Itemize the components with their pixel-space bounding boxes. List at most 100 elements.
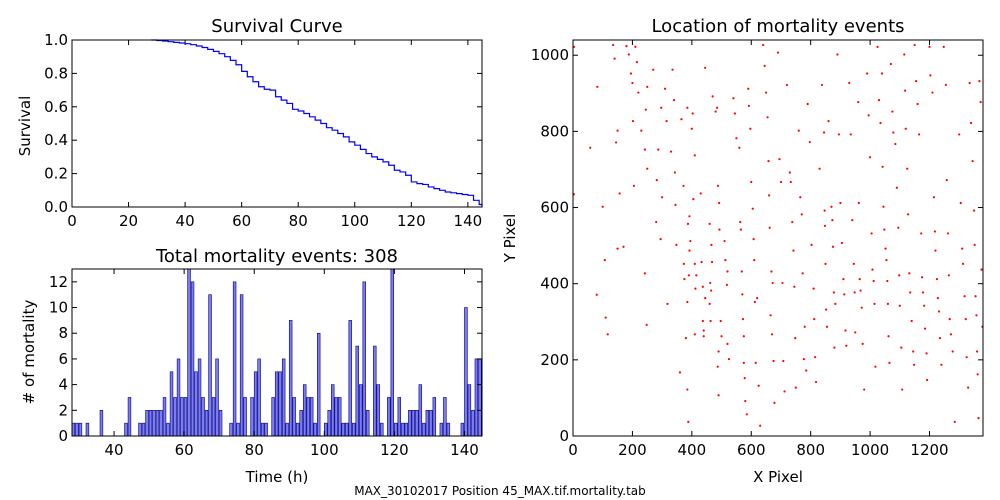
location-axes: 0 200 400 600 800 1000 1200 0 200 400 600 800 1000 [531, 40, 983, 459]
mortality-bar [232, 281, 237, 437]
location-x-axis-label: X Pixel [753, 468, 803, 486]
mortality-location-point [616, 247, 619, 250]
mortality-location-point [959, 201, 962, 205]
mortality-location-point [724, 258, 727, 262]
mortality-location-point [843, 293, 846, 296]
mortality-bar [155, 410, 160, 437]
mortality-bar [422, 422, 426, 437]
mortality-location-point [719, 319, 722, 323]
mortality-location-point [771, 281, 774, 285]
mortality-location-point [797, 129, 800, 132]
mortality-location-point [965, 356, 968, 359]
mortality-location-point [604, 316, 607, 319]
mortality-location-point [646, 85, 649, 88]
mortality-location-point [601, 205, 604, 208]
mortality-location-point [823, 209, 826, 212]
mortality-location-point [926, 378, 929, 382]
mortality-location-point [933, 230, 936, 233]
mortality-location-point [682, 184, 685, 187]
mortality-bar [373, 345, 377, 437]
mortality-x-tick-label: 140 [450, 441, 479, 459]
mortality-location-point [794, 337, 797, 340]
mortality-location-point [717, 394, 720, 397]
mortality-location-point [716, 184, 720, 187]
location-y-tick-label: 400 [540, 275, 569, 293]
mortality-location-point [967, 386, 970, 389]
mortality-bar [264, 422, 268, 437]
mortality-bar [338, 397, 342, 437]
mortality-location-point [716, 365, 719, 368]
mortality-location-point [940, 363, 943, 366]
mortality-location-point [794, 386, 797, 389]
mortality-bar [341, 422, 345, 437]
mortality-location-point [751, 207, 754, 210]
mortality-bar [75, 422, 79, 437]
mortality-location-point [776, 51, 780, 54]
mortality-location-point [741, 293, 744, 296]
mortality-location-point [657, 148, 660, 151]
mortality-location-point [791, 220, 794, 224]
mortality-location-point [659, 238, 662, 241]
mortality-bar [313, 422, 317, 437]
mortality-location-point [869, 156, 872, 159]
mortality-location-point [810, 243, 813, 246]
mortality-location-point [852, 262, 855, 265]
mortality-location-point [710, 289, 713, 292]
mortality-location-point [827, 120, 830, 123]
mortality-location-point [935, 278, 939, 281]
mortality-location-point [923, 327, 927, 330]
mortality-location-point [857, 201, 860, 205]
mortality-location-point [717, 350, 720, 353]
mortality-location-point [690, 127, 693, 130]
mortality-location-point [918, 133, 921, 136]
mortality-location-point [646, 167, 649, 170]
mortality-bar [464, 307, 468, 437]
mortality-location-point [655, 220, 658, 224]
mortality-location-point [645, 323, 648, 326]
mortality-location-point [978, 80, 981, 83]
mortality-bar [190, 281, 195, 437]
mortality-location-point [824, 262, 827, 265]
mortality-location-point [879, 121, 882, 125]
mortality-bar [169, 371, 174, 437]
mortality-location-point [884, 247, 887, 250]
mortality-location-point [627, 53, 630, 56]
mortality-bar [285, 422, 289, 437]
mortality-bar [278, 371, 282, 437]
mortality-location-point [732, 97, 735, 100]
mortality-location-point [823, 224, 827, 227]
mortality-location-point [634, 45, 637, 48]
mortality-location-point [979, 100, 982, 104]
mortality-bar [194, 371, 198, 437]
mortality-location-point [622, 245, 625, 248]
mortality-location-point [934, 249, 937, 252]
mortality-location-point [770, 270, 773, 273]
mortality-location-point [727, 357, 731, 361]
mortality-bar [99, 410, 104, 437]
mortality-location-point [688, 249, 691, 252]
mortality-location-point [763, 64, 766, 67]
mortality-location-point [759, 424, 762, 427]
location-y-axis-label: Y Pixel [501, 214, 519, 264]
mortality-location-point [921, 291, 925, 294]
mortality-location-point [686, 106, 689, 109]
mortality-bar [352, 422, 356, 437]
mortality-location-point [814, 380, 818, 384]
mortality-location-point [929, 74, 932, 77]
mortality-location-point [931, 91, 934, 94]
mortality-bar [215, 358, 219, 437]
mortality-bar [439, 422, 444, 437]
mortality-location-point [946, 232, 950, 235]
mortality-location-point [773, 401, 776, 404]
mortality-location-point [832, 291, 835, 294]
mortality-location-point [747, 104, 750, 107]
mortality-location-point [975, 314, 978, 317]
mortality-location-point [778, 158, 781, 161]
mortality-bar [478, 358, 482, 437]
mortality-location-point [664, 87, 667, 90]
mortality-location-point [699, 192, 702, 195]
mortality-location-point [789, 180, 792, 184]
mortality-location-point [887, 335, 890, 338]
mortality-bar [348, 320, 352, 437]
mortality-location-point [752, 238, 755, 241]
